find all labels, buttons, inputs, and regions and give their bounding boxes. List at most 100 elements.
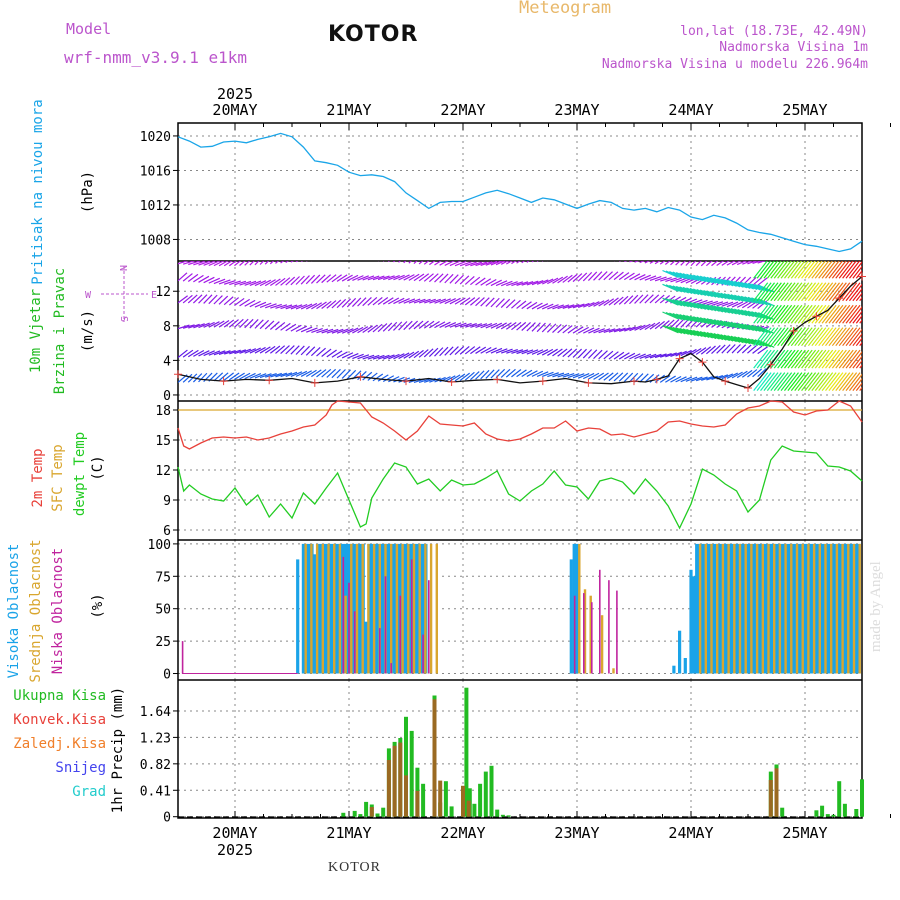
pressure-line bbox=[177, 132, 863, 253]
wind-arrow bbox=[804, 349, 820, 369]
cloud-bar-1 bbox=[835, 543, 839, 674]
wind-arrow bbox=[753, 327, 769, 347]
wind-arrow bbox=[710, 318, 727, 327]
wind-arrow bbox=[454, 322, 467, 328]
wind-arrow bbox=[790, 349, 806, 369]
wind-arrow bbox=[703, 290, 720, 299]
wind-arrow bbox=[723, 334, 741, 343]
wind-arrow bbox=[770, 327, 786, 347]
wind-arrow bbox=[213, 350, 226, 356]
wind-arrow bbox=[198, 261, 211, 266]
precip-conv-bar bbox=[466, 800, 471, 817]
wind-arrow bbox=[259, 261, 265, 265]
wind-arrow bbox=[475, 323, 488, 329]
wind-arrow bbox=[506, 281, 518, 287]
wind-arrow bbox=[713, 305, 731, 314]
cloud-bar-2 bbox=[583, 593, 585, 674]
wind-arrow bbox=[377, 323, 388, 333]
precip-total-bar bbox=[506, 815, 511, 817]
wind-arrow bbox=[239, 261, 246, 266]
wind-gust-mark bbox=[835, 294, 844, 303]
wind-arrow bbox=[711, 261, 719, 267]
wind-arrow bbox=[249, 261, 255, 266]
wind-arrow bbox=[689, 301, 707, 310]
wind-arrow bbox=[393, 321, 403, 331]
wind-arrow bbox=[740, 337, 758, 346]
wind-arrow bbox=[567, 373, 580, 379]
wind-arrow bbox=[662, 269, 679, 279]
wind-arrow bbox=[470, 323, 483, 328]
wind-arrow bbox=[744, 323, 761, 332]
wind-arrow bbox=[418, 378, 431, 383]
wind-arrow bbox=[766, 327, 782, 347]
wind-arrow bbox=[588, 372, 600, 380]
wind-arrow bbox=[572, 273, 583, 283]
wind-arrow bbox=[275, 304, 288, 309]
wind-arrow bbox=[699, 303, 717, 312]
precip-total-bar bbox=[837, 781, 842, 817]
cloud-bar-1 bbox=[321, 543, 324, 674]
wind-arrow bbox=[686, 301, 703, 310]
cloud-bar-0 bbox=[706, 543, 710, 674]
wind-arrow bbox=[634, 294, 644, 304]
cloud-bar-1 bbox=[773, 543, 776, 674]
wind-arrow bbox=[672, 271, 690, 280]
wind-gust-mark bbox=[584, 378, 593, 387]
cloud-bar-0 bbox=[313, 554, 317, 674]
wind-arrow bbox=[358, 254, 369, 259]
wind-arrow bbox=[644, 322, 656, 330]
cloud-bar-1 bbox=[830, 543, 833, 674]
wind-arrow bbox=[731, 261, 742, 266]
wind-arrow bbox=[218, 372, 229, 382]
elevation-label: Nadmorska Visina 1m bbox=[719, 40, 868, 55]
wind-arrow bbox=[787, 372, 803, 391]
wind-arrow bbox=[495, 322, 507, 330]
wind-arrow bbox=[275, 372, 288, 378]
wind-arrow bbox=[562, 348, 573, 358]
wind-arrow bbox=[505, 368, 516, 378]
wind-arrow bbox=[511, 281, 524, 287]
wind-arrow bbox=[290, 345, 300, 355]
bottom-day-label: 20MAY bbox=[212, 824, 257, 842]
wind-arrow bbox=[336, 351, 348, 359]
precip-total-bar bbox=[375, 813, 380, 817]
precip-total-bar bbox=[341, 812, 346, 817]
wind-arrow bbox=[696, 302, 713, 311]
wind-arrow bbox=[598, 299, 610, 307]
wind-arrow bbox=[593, 328, 605, 334]
wind-arrow bbox=[475, 370, 485, 380]
wind-arrow bbox=[234, 349, 247, 355]
wind-arrow bbox=[567, 348, 578, 358]
wind-arrow bbox=[485, 297, 495, 307]
wind-arrow bbox=[770, 282, 786, 302]
wind-arrow bbox=[352, 326, 364, 334]
wind-arrow bbox=[295, 275, 305, 285]
wind-arrow bbox=[362, 354, 375, 360]
wind-arrow bbox=[852, 310, 862, 324]
wind-arrow bbox=[644, 275, 657, 281]
wind-arrow bbox=[828, 327, 844, 347]
wind-arrow bbox=[259, 373, 272, 379]
wind-arrow bbox=[413, 273, 425, 282]
wind-arrow bbox=[254, 346, 266, 354]
wind-arrow bbox=[710, 277, 727, 286]
wind-gust-mark bbox=[447, 377, 456, 386]
cloud-bar-0 bbox=[763, 543, 767, 674]
wind-arrow bbox=[852, 355, 862, 369]
cloud-bar-1 bbox=[372, 543, 376, 674]
wind-arrow bbox=[766, 261, 782, 279]
wind-arrow bbox=[825, 349, 840, 369]
wind-arrow bbox=[290, 276, 300, 286]
wind-arrow bbox=[562, 373, 575, 378]
wind-arrow bbox=[855, 269, 862, 279]
low-cloud-side-label: Niska Oblacnost bbox=[50, 548, 66, 674]
wind-arrow bbox=[752, 261, 763, 264]
wind-arrow bbox=[459, 275, 470, 285]
wind-gust-mark bbox=[698, 358, 707, 367]
wind-arrow bbox=[470, 297, 481, 306]
wind-arrow bbox=[731, 344, 741, 354]
cloud-bar-0 bbox=[792, 543, 796, 674]
wind-arrow bbox=[583, 327, 595, 334]
wind-arrow bbox=[675, 318, 685, 328]
